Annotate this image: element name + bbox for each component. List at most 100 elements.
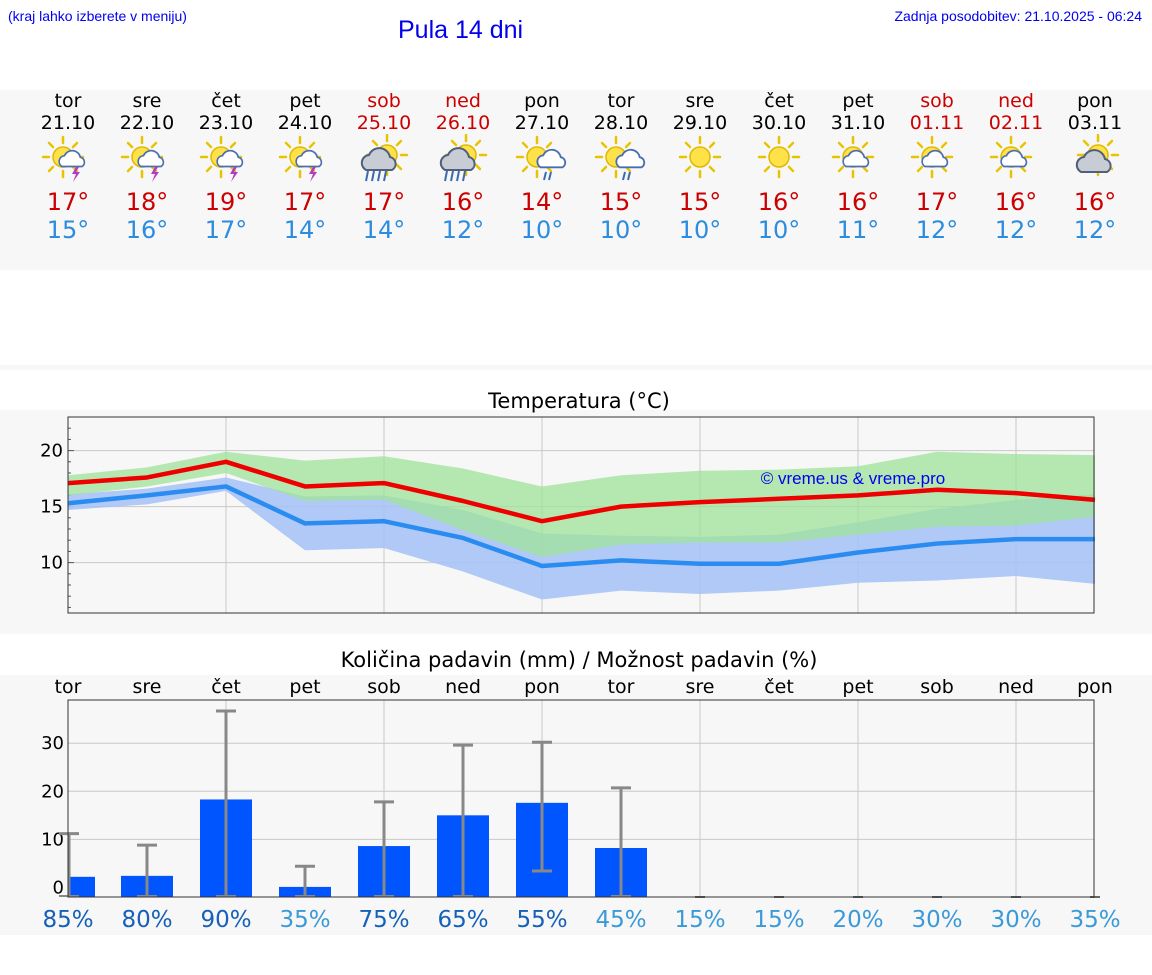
precip-probability-label: 75% (358, 907, 409, 933)
min-temp: 10° (520, 216, 564, 244)
sun-small-cloud-icon (897, 134, 977, 184)
x-day-label: čet (764, 676, 794, 698)
day-name: pon (524, 90, 560, 112)
day-column: sre 29.10 15° 10° (660, 90, 740, 244)
precip-probability-label: 20% (832, 907, 883, 933)
divider (0, 365, 1152, 370)
day-name: sre (685, 90, 715, 112)
precip-probability-label: 85% (42, 907, 93, 933)
min-temp: 12° (441, 216, 485, 244)
day-column: tor 28.10 15° 10° (581, 90, 661, 244)
x-day-label: sob (367, 676, 401, 698)
x-day-label: ned (998, 676, 1034, 698)
day-date: 22.10 (119, 112, 175, 134)
sun-cloud-heavy-rain-icon (423, 134, 503, 184)
max-temp: 14° (520, 188, 564, 216)
min-temp: 15° (46, 216, 90, 244)
watermark: © vreme.us & vreme.pro (761, 469, 945, 488)
x-day-label: sob (920, 676, 954, 698)
day-date: 01.11 (909, 112, 965, 134)
sun-cloud-heavy-rain-icon (344, 134, 424, 184)
x-day-label: pon (524, 676, 560, 698)
sun-cloud-thunder-icon (107, 134, 187, 184)
sun-cloud-thunder-icon (265, 134, 345, 184)
precipitation-chart: Količina padavin (mm) / Možnost padavin … (41, 648, 1120, 933)
day-name: tor (54, 90, 82, 112)
day-date: 21.10 (40, 112, 96, 134)
day-column: pon 03.11 16° 12° (1055, 90, 1135, 244)
x-day-label: ned (445, 676, 481, 698)
y-tick-label: 30 (41, 733, 64, 754)
precip-probability-label: 65% (437, 907, 488, 933)
day-name: sre (132, 90, 162, 112)
min-temp: 11° (836, 216, 880, 244)
x-day-label: tor (608, 676, 635, 698)
plot-border (67, 699, 1095, 898)
day-name: čet (211, 90, 241, 112)
temperature-chart-title: Temperatura (°C) (487, 389, 670, 413)
y-tick-label: 20 (41, 781, 64, 802)
y-tick-label: 10 (41, 829, 64, 850)
min-temp: 12° (915, 216, 959, 244)
day-date: 25.10 (356, 112, 412, 134)
day-column: sob 25.10 17° 14° (344, 90, 424, 244)
location-hint: (kraj lahko izberete v meniju) (8, 8, 187, 24)
y-tick-label: 15 (40, 497, 63, 518)
day-date: 26.10 (435, 112, 491, 134)
day-name: ned (998, 90, 1034, 112)
day-column: sob 01.11 17° 12° (897, 90, 977, 244)
sun-cloud-thunder-icon (28, 134, 108, 184)
precipitation-chart-title: Količina padavin (mm) / Možnost padavin … (341, 648, 818, 672)
max-temp: 19° (204, 188, 248, 216)
max-temp: 16° (757, 188, 801, 216)
max-temp: 17° (915, 188, 959, 216)
precip-probability-label: 15% (753, 907, 804, 933)
day-date: 23.10 (198, 112, 254, 134)
day-column: pon 27.10 14° 10° (502, 90, 582, 244)
day-column: pet 31.10 16° 11° (818, 90, 898, 244)
min-temp: 12° (994, 216, 1038, 244)
precip-probability-label: 90% (200, 907, 251, 933)
min-temp: 17° (204, 216, 248, 244)
min-temp-line (67, 484, 1095, 569)
precip-probability-label: 45% (595, 907, 646, 933)
day-name: tor (607, 90, 635, 112)
precip-bar (68, 876, 95, 897)
day-date: 30.10 (751, 112, 807, 134)
temperature-chart: Temperatura (°C) 10 15 20 © vreme.us & vreme… (40, 389, 1096, 614)
precip-probability-label: 35% (1069, 907, 1120, 933)
day-column: čet 23.10 19° 17° (186, 90, 266, 244)
day-date: 02.11 (988, 112, 1044, 134)
max-temp: 17° (283, 188, 327, 216)
day-column: pet 24.10 17° 14° (265, 90, 345, 244)
max-range-band (68, 451, 1095, 557)
day-name: sob (920, 90, 954, 112)
x-day-label: pet (289, 676, 320, 698)
day-column: ned 02.11 16° 12° (976, 90, 1056, 244)
min-temp: 14° (362, 216, 406, 244)
min-temp: 12° (1073, 216, 1117, 244)
y-tick-label: 10 (40, 553, 63, 574)
day-name: čet (764, 90, 794, 112)
max-temp: 16° (994, 188, 1038, 216)
x-day-label: tor (55, 676, 82, 698)
precip-probability-label: 35% (279, 907, 330, 933)
sun-cloud-light-rain-icon (502, 134, 582, 184)
day-date: 28.10 (593, 112, 649, 134)
day-date: 29.10 (672, 112, 728, 134)
day-date: 31.10 (830, 112, 886, 134)
day-name: sob (367, 90, 401, 112)
precipitation-panel (0, 675, 1152, 935)
day-column: čet 30.10 16° 10° (739, 90, 819, 244)
day-name: ned (445, 90, 481, 112)
sun-cloud-icon (1055, 134, 1135, 184)
min-temp: 10° (599, 216, 643, 244)
day-date: 27.10 (514, 112, 570, 134)
day-column: ned 26.10 16° 12° (423, 90, 503, 244)
day-column: tor 21.10 17° 15° (28, 90, 108, 244)
sun-icon (660, 134, 740, 184)
precip-probability-label: 80% (121, 907, 172, 933)
day-column: sre 22.10 18° 16° (107, 90, 187, 244)
sun-small-cloud-icon (976, 134, 1056, 184)
day-date: 24.10 (277, 112, 333, 134)
